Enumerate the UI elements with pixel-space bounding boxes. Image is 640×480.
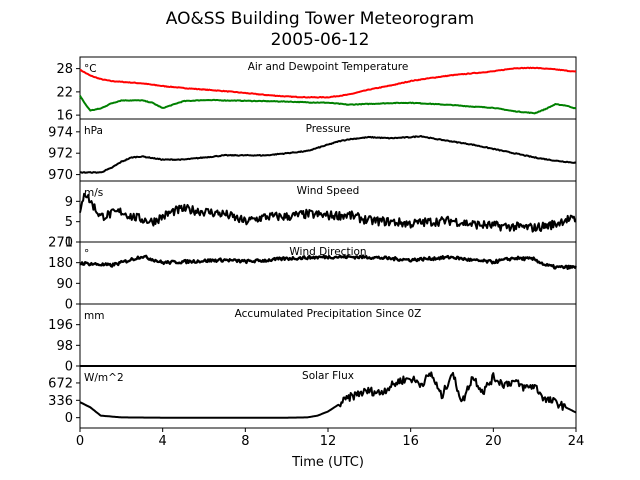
y-tick-label: 672 [48, 376, 73, 391]
panel-title: Pressure [306, 123, 351, 135]
y-tick-label: 90 [56, 277, 73, 292]
panel-title: Accumulated Precipitation Since 0Z [235, 308, 422, 320]
y-tick-label: 5 [65, 215, 73, 230]
x-tick-label: 20 [485, 434, 502, 449]
y-tick-label: 9 [65, 195, 73, 210]
x-tick-label: 12 [320, 434, 337, 449]
panel-title: Solar Flux [302, 370, 354, 382]
y-tick-label: 28 [56, 62, 73, 77]
y-tick-label: 22 [56, 85, 73, 100]
x-tick-label: 0 [76, 434, 84, 449]
panel-unit: hPa [84, 125, 103, 137]
y-tick-label: 16 [56, 109, 73, 124]
series-line-wind-speed-0 [79, 192, 576, 233]
x-tick-label: 16 [402, 434, 419, 449]
y-tick-label: 0 [65, 298, 73, 313]
x-axis: 0 4 8 12 16 20 24 [76, 428, 584, 449]
panel-unit: ° [84, 248, 89, 260]
y-tick-label: 970 [48, 168, 73, 183]
panel-unit: °C [84, 63, 97, 75]
y-tick-label: 196 [48, 318, 73, 333]
x-axis-label: Time (UTC) [291, 455, 364, 470]
y-tick-label: 0 [65, 360, 73, 375]
series-line-pressure-0 [79, 135, 577, 174]
panel-pressure: 974 972 970 Pressure hPa [48, 118, 577, 183]
y-tick-label: 972 [48, 147, 73, 162]
series-line-wind-direction-0 [79, 254, 578, 270]
series-line-solar-flux-0 [79, 371, 577, 419]
x-tick-label: 8 [241, 434, 249, 449]
series-line-temperature-0 [80, 66, 577, 99]
panel-title: Wind Speed [297, 185, 360, 197]
y-tick-label: 1 [65, 236, 73, 251]
x-tick-label: 24 [568, 434, 585, 449]
panel-unit: W/m^2 [84, 372, 124, 384]
y-tick-label: 270 [48, 236, 73, 251]
panel-precipitation: 196 98 0 Accumulated Precipitation Since 0Z… [48, 303, 577, 375]
panel-unit: mm [84, 310, 104, 322]
x-tick-label: 4 [159, 434, 167, 449]
panel-solar-flux: 672 336 0 Solar Flux W/m^2 [48, 365, 577, 429]
chart-title: AO&SS Building Tower Meteorogram [166, 9, 474, 29]
y-tick-label: 180 [48, 256, 73, 271]
chart-subtitle: 2005-06-12 [271, 30, 370, 50]
y-tick-label: 974 [48, 125, 73, 140]
y-tick-label: 336 [48, 394, 73, 409]
panel-title: Air and Dewpoint Temperature [248, 61, 409, 73]
y-tick-label: 0 [65, 411, 73, 426]
panel-temperature: 28 22 16 Air and Dewpoint Temperature °C [56, 56, 577, 124]
y-tick-label: 98 [56, 339, 73, 354]
series-line-temperature-1 [79, 95, 577, 115]
